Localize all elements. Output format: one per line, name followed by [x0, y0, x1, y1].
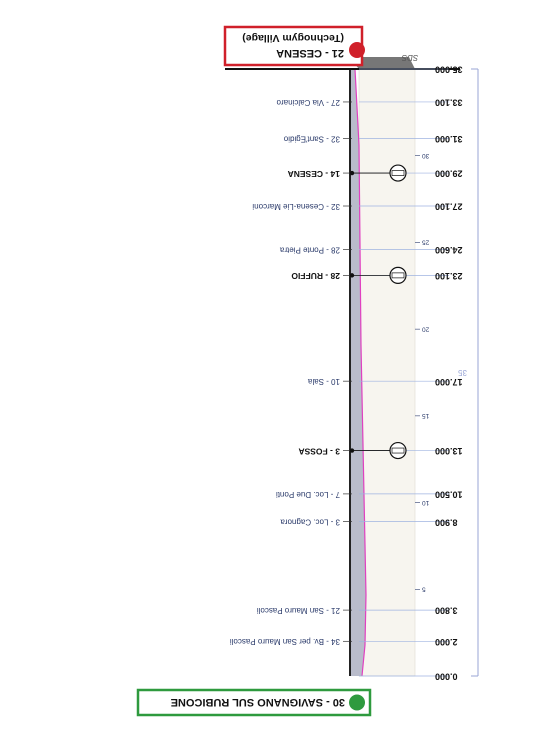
km-mark: 20	[422, 325, 430, 332]
sds-label: SDS	[401, 53, 418, 62]
sprint-icon	[389, 266, 407, 284]
distance-label: 27.100	[435, 202, 463, 212]
rotated-frame: 35 SDS 30 - SAVIGNANO SUL RUBICONE 21 - …	[136, 25, 479, 717]
sprint-icon-inner	[391, 170, 405, 176]
profile-base	[349, 57, 415, 69]
town-label: 14 - CESENA	[288, 169, 340, 179]
town-label: 27 - Via Calcinaro	[276, 98, 340, 107]
route-line	[354, 68, 367, 677]
town-label: 7 - Loc. Due Ponti	[276, 490, 340, 499]
town-label: 32 - Cesena-Lie Marconi	[252, 202, 340, 211]
distance-label: 24.600	[435, 245, 463, 255]
km-mark: 15	[422, 412, 430, 419]
distance-label: 10.500	[435, 490, 463, 500]
town-label: 28 - Ponte Pietra	[279, 245, 340, 254]
town-label: 32 - Sant'Egidio	[283, 134, 340, 143]
sprint-icon	[389, 164, 407, 182]
town-label: 34 - Bv. per San Mauro Pascoli	[230, 637, 340, 646]
km-mark: 25	[422, 239, 430, 246]
start-box	[136, 688, 372, 717]
distance-label: 31.000	[435, 134, 463, 144]
distance-label: 0.000	[435, 672, 458, 682]
distance-label: 13.000	[435, 446, 463, 456]
distance-label: 3.800	[435, 606, 458, 616]
km-mark: 5	[422, 586, 426, 593]
sprint-icon-inner	[391, 447, 405, 454]
distance-label: 23.100	[435, 271, 463, 281]
distance-label: 8.900	[435, 517, 458, 527]
town-label: 3 - FOSSA	[298, 446, 340, 456]
start-name: 30 - SAVIGNANO SUL RUBICONE	[171, 696, 345, 708]
distance-label: 2.000	[435, 637, 458, 647]
finish-sub: (Technogym Village)	[242, 32, 344, 44]
profile-plane	[358, 68, 416, 677]
total-km: 35	[458, 368, 467, 377]
distance-label: 17.000	[435, 377, 463, 387]
start-icon	[349, 694, 365, 711]
profile-fill	[350, 69, 366, 676]
finish-icon	[349, 42, 365, 58]
sprint-icon	[389, 441, 407, 460]
distance-label: 29.000	[435, 169, 463, 179]
km-mark: 10	[422, 499, 430, 506]
sprint-icon-inner	[391, 272, 405, 279]
town-label: 3 - Loc. Cagnora	[280, 518, 340, 527]
finish-name: 21 - CESENA	[276, 47, 344, 59]
town-label: 28 - RUFFIO	[291, 271, 340, 281]
town-label: 10 - Sala	[307, 377, 340, 386]
distance-label: 35.000	[435, 65, 463, 75]
km-mark: 30	[422, 152, 430, 159]
town-label: 21 - San Mauro Pascoli	[257, 606, 340, 615]
distance-label: 33.100	[435, 98, 463, 108]
